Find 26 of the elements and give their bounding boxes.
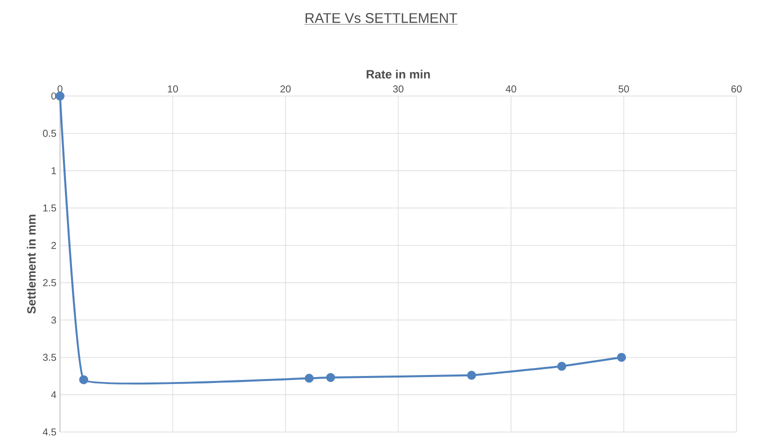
x-tick-label: 20 <box>280 85 291 92</box>
y-tick-label: 4.5 <box>42 428 56 436</box>
y-tick-label: 3 <box>51 316 56 324</box>
point <box>56 92 65 101</box>
point <box>304 374 314 383</box>
y-tick-label: 1 <box>52 167 56 174</box>
y-tick-label: 2 <box>51 242 56 249</box>
x-tick-label: 40 <box>506 85 516 92</box>
point <box>616 352 626 362</box>
point <box>79 375 88 384</box>
y-tick-label: 0 <box>51 92 56 100</box>
y-tick-label: 1.5 <box>43 204 56 212</box>
y-tick-label: 4 <box>51 391 56 398</box>
y-tick-label: 2.5 <box>43 279 56 286</box>
point <box>467 370 476 380</box>
x-tick-label: 30 <box>393 85 404 92</box>
point <box>557 362 566 371</box>
y-axis-title: Settlement in mm <box>26 214 36 314</box>
chart-title: RATE Vs SETTLEMENT <box>306 13 458 23</box>
point <box>326 373 336 382</box>
y-tick-label: 3.5 <box>42 354 56 361</box>
x-axis-title: Rate in min <box>366 70 430 79</box>
x-tick-label: 60 <box>731 85 742 92</box>
y-tick-label: 0.5 <box>42 130 56 137</box>
x-tick-label: 10 <box>168 85 178 92</box>
x-tick-label: 50 <box>618 85 629 92</box>
